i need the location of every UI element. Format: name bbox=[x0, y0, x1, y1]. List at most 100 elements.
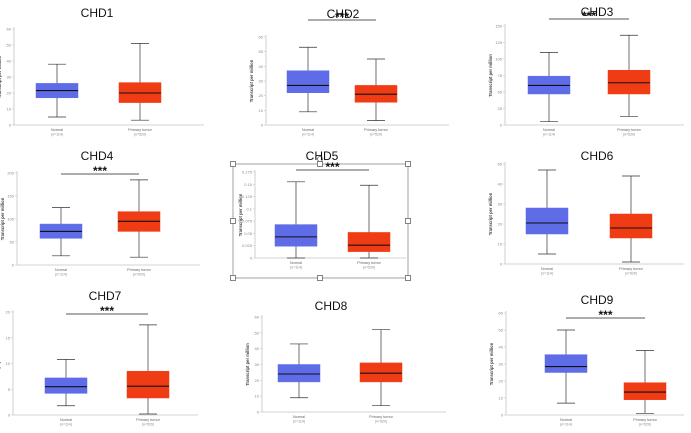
x-category-n: (n=520) bbox=[639, 423, 652, 427]
x-category-label: Primary tumor bbox=[364, 128, 389, 132]
selection-handle bbox=[230, 161, 236, 167]
y-tick-label: 0.05 bbox=[244, 231, 253, 236]
x-category-label: Primary tumor bbox=[617, 128, 642, 132]
y-tick-label: 30 bbox=[259, 79, 264, 84]
y-tick-label: 25 bbox=[498, 106, 503, 111]
x-category-label: Normal bbox=[302, 128, 314, 132]
box-normal bbox=[286, 46, 330, 113]
chd5-selection-frame bbox=[230, 156, 411, 281]
x-category-n: (n=520) bbox=[133, 273, 146, 277]
y-tick-label: 20 bbox=[499, 379, 504, 384]
box-normal bbox=[527, 52, 571, 123]
x-category-n: (n=114) bbox=[302, 133, 314, 137]
y-tick-label: 125 bbox=[495, 40, 502, 45]
selection-handle bbox=[230, 218, 236, 224]
y-tick-label: 10 bbox=[498, 242, 503, 247]
box-iqr bbox=[44, 377, 88, 394]
y-axis-label: Transcript per million bbox=[238, 193, 243, 236]
y-tick-label: 20 bbox=[255, 378, 260, 383]
y-tick-label: 0 bbox=[257, 410, 260, 415]
selection-handle bbox=[405, 218, 411, 224]
box-iqr bbox=[525, 207, 569, 235]
x-category-label: Normal bbox=[290, 261, 302, 265]
panel-title: CHD3 bbox=[581, 5, 614, 19]
box-normal bbox=[35, 63, 79, 118]
y-tick-label: 60 bbox=[499, 311, 504, 316]
selection-border bbox=[232, 163, 409, 279]
box-normal bbox=[44, 359, 88, 407]
panel-title: CHD8 bbox=[315, 299, 348, 313]
y-tick-label: 0.175 bbox=[242, 170, 253, 175]
y-tick-label: 30 bbox=[7, 75, 12, 80]
y-axis-label: Transcript per million bbox=[489, 342, 494, 385]
x-category-label: Normal bbox=[541, 267, 553, 271]
y-tick-label: 40 bbox=[499, 345, 504, 350]
y-tick-label: 0 bbox=[261, 123, 264, 128]
box-iqr bbox=[347, 232, 391, 252]
x-category-n: (n=520) bbox=[623, 133, 636, 137]
box-normal bbox=[274, 181, 318, 259]
x-category-label: Primary tumor bbox=[369, 415, 394, 419]
x-category-label: Primary tumor bbox=[619, 267, 644, 271]
box-normal bbox=[39, 207, 83, 257]
box-iqr bbox=[286, 70, 330, 93]
panel-chd6: CHD6 0 10 20 30 40 50 Transcript per million Nor… bbox=[488, 149, 684, 276]
x-category-label: Primary tumor bbox=[127, 268, 152, 272]
box-normal bbox=[544, 329, 588, 404]
x-category-n: (n=520) bbox=[625, 272, 638, 276]
x-category-n: (n=520) bbox=[142, 423, 155, 427]
y-tick-label: 60 bbox=[7, 27, 12, 32]
box-primary-tumor bbox=[118, 43, 162, 121]
y-axis-label: Transcript per million bbox=[0, 197, 5, 240]
y-axis-label: Transcript per million bbox=[488, 192, 493, 235]
x-category-n: (n=114) bbox=[560, 423, 572, 427]
significance-label: *** bbox=[93, 164, 107, 178]
x-category-label: Normal bbox=[543, 128, 555, 132]
panel-title: CHD6 bbox=[581, 149, 614, 163]
x-category-n: (n=114) bbox=[293, 420, 305, 424]
box-primary-tumor bbox=[354, 58, 398, 121]
x-category-n: (n=520) bbox=[370, 133, 383, 137]
x-category-label: Normal bbox=[55, 268, 67, 272]
box-iqr bbox=[274, 224, 318, 247]
y-tick-label: 50 bbox=[7, 43, 12, 48]
y-tick-label: 15 bbox=[6, 335, 11, 340]
box-primary-tumor bbox=[126, 324, 170, 415]
panel-title: CHD5 bbox=[306, 149, 339, 163]
significance-label: *** bbox=[335, 10, 349, 24]
y-tick-label: 10 bbox=[499, 396, 504, 401]
box-primary-tumor bbox=[359, 329, 403, 407]
significance-label: *** bbox=[582, 9, 596, 23]
y-tick-label: 40 bbox=[7, 59, 12, 64]
x-category-n: (n=520) bbox=[375, 420, 388, 424]
y-tick-label: 10 bbox=[7, 107, 12, 112]
panel-chd3: CHD3 0 25 50 75 100 125 150 Transcript per milli… bbox=[488, 5, 684, 137]
x-category-label: Primary tumor bbox=[128, 128, 153, 132]
y-tick-label: 40 bbox=[259, 64, 264, 69]
y-tick-label: 50 bbox=[10, 240, 15, 245]
y-tick-label: 0 bbox=[250, 256, 253, 261]
box-primary-tumor bbox=[347, 184, 391, 259]
selection-handle bbox=[317, 275, 323, 281]
box-iqr bbox=[359, 362, 403, 383]
y-tick-label: 0 bbox=[9, 123, 12, 128]
y-tick-label: 20 bbox=[498, 222, 503, 227]
y-tick-label: 10 bbox=[259, 108, 264, 113]
y-tick-label: 75 bbox=[498, 73, 503, 78]
x-category-n: (n=114) bbox=[543, 133, 555, 137]
panel-chd5: CHD5 0 0.025 0.05 0.075 0.1 0.125 0.15 0.175 Tran… bbox=[238, 149, 406, 270]
selection-handle bbox=[405, 275, 411, 281]
y-tick-label: 0.025 bbox=[242, 243, 253, 248]
y-axis-label: Transcript per million bbox=[245, 343, 250, 386]
y-tick-label: 100 bbox=[7, 217, 14, 222]
x-category-n: (n=114) bbox=[55, 273, 67, 277]
y-tick-label: 60 bbox=[255, 315, 260, 320]
panel-title: CHD1 bbox=[81, 6, 114, 20]
y-tick-label: 0.1 bbox=[246, 206, 252, 211]
y-tick-label: 60 bbox=[259, 35, 264, 40]
box-primary-tumor bbox=[607, 34, 651, 117]
box-iqr bbox=[623, 382, 667, 400]
y-tick-label: 0.075 bbox=[242, 219, 253, 224]
significance-label: *** bbox=[100, 304, 114, 318]
